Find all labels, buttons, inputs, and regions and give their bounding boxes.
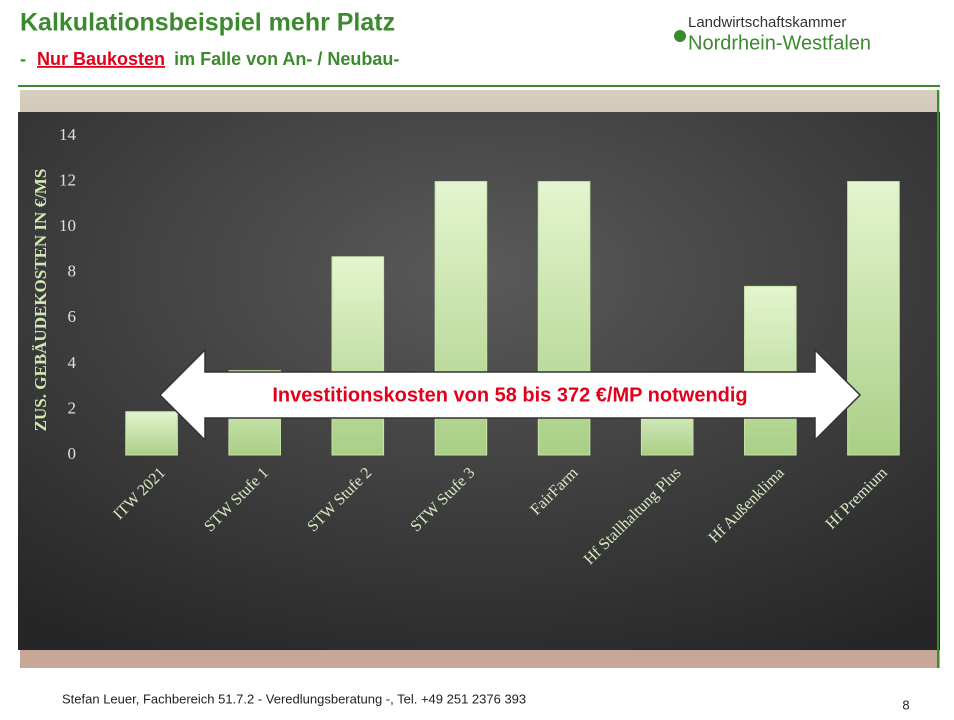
subtitle-dash: - [20,49,26,69]
subtitle-highlight: Nur Baukosten [37,49,165,69]
bar [126,412,178,455]
slide-title: Kalkulationsbeispiel mehr Platz [20,9,395,37]
y-tick-label: 6 [68,307,77,326]
logo-dot [674,30,686,42]
subtitle-rest: im Falle von An- / Neubau- [174,49,399,69]
bar [332,257,384,455]
y-tick-label: 10 [59,216,76,235]
footer-text: Stefan Leuer, Fachbereich 51.7.2 - Vered… [62,691,526,706]
logo-line2: Nordrhein-Westfalen [688,32,871,54]
bar [848,182,900,455]
page-number: 8 [902,697,909,712]
slide: Kalkulationsbeispiel mehr Platz - Nur Ba… [0,0,954,720]
bar [745,286,797,455]
y-tick-label: 2 [68,398,77,417]
y-tick-label: 0 [68,444,77,463]
y-axis-label: ZUS. GEBÄUDEKOSTEN IN €/MS [31,169,50,432]
y-tick-label: 14 [59,125,77,144]
y-tick-label: 8 [68,262,77,281]
y-tick-label: 12 [59,170,76,189]
logo-line1: Landwirtschaftskammer [688,14,846,31]
annotation: Investitionskosten von 58 bis 372 €/MP n… [272,384,747,406]
y-tick-label: 4 [68,353,77,372]
slide-subtitle: - Nur Baukosten im Falle von An- / Neuba… [20,49,399,69]
